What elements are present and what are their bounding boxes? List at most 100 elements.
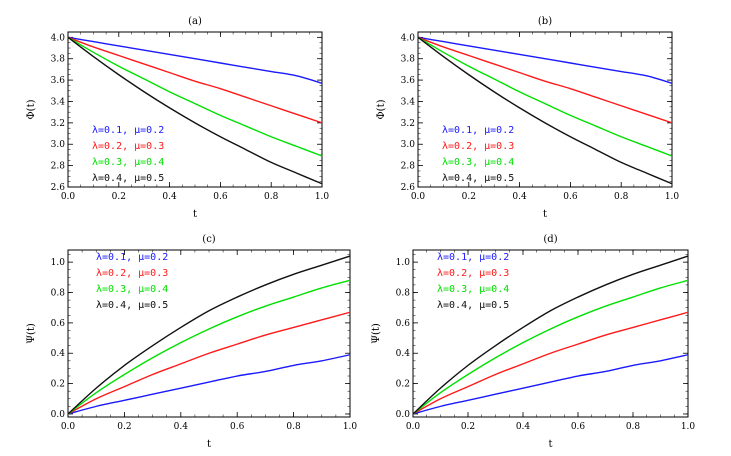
y-tick-label: 3.2: [401, 119, 415, 129]
y-tick-label: 2.8: [401, 162, 416, 172]
series-line-blue: [67, 354, 351, 415]
y-tick-label: 0.0: [396, 410, 411, 420]
panel-c: (c) 0.0 0.2 0.4 0.6 0.8 1.0 0.0 0.2 0.4 0.6 0.8 1.0 t…: [26, 234, 357, 450]
legend-entry-blue: λ=0.1, μ=0.2: [437, 252, 509, 263]
series-line-green: [67, 279, 351, 415]
y-tick-label: 3.2: [51, 119, 65, 129]
panel-d: (d) 0.0 0.2 0.4 0.6 0.8 1.0 0.0 0.2 0.4 0.6 0.8 1.0 t…: [371, 234, 695, 450]
x-tick-label: 0.4: [174, 422, 189, 432]
y-tick-label: 0.6: [396, 319, 411, 329]
y-tick-label: 3.0: [401, 140, 416, 150]
x-tick-label: 0.6: [563, 192, 578, 202]
series-line-red: [67, 311, 351, 415]
y-tick-label: 0.2: [51, 380, 65, 390]
x-tick-label: 1.0: [343, 422, 358, 432]
y-tick-label: 0.2: [396, 380, 410, 390]
y-tick-label: 0.8: [51, 289, 66, 299]
panel-a: (a) 0.0 0.2 0.4 0.6 0.8 1.0 2.6 2.8 3.0 3.2 3.4 3.6 3…: [26, 16, 329, 220]
legend-entry-green: λ=0.3, μ=0.4: [92, 157, 164, 168]
x-axis-label: t: [193, 209, 197, 220]
legend-entry-black: λ=0.4, μ=0.5: [442, 173, 514, 184]
y-tick-label: 1.0: [396, 258, 411, 268]
y-axis-label: Ψ(t): [26, 323, 37, 344]
x-tick-label: 0.2: [462, 192, 476, 202]
legend-entry-red: λ=0.2, μ=0.3: [442, 141, 514, 152]
y-tick-label: 2.8: [51, 162, 66, 172]
x-tick-label: 0.6: [571, 422, 586, 432]
legend-entry-black: λ=0.4, μ=0.5: [96, 300, 168, 311]
legend-entry-black: λ=0.4, μ=0.5: [92, 173, 164, 184]
x-tick-label: 0.4: [516, 422, 531, 432]
x-tick-label: 0.8: [626, 422, 641, 432]
panel-title: (a): [188, 16, 202, 27]
y-tick-label: 0.4: [396, 349, 411, 359]
series-line-green: [417, 36, 673, 157]
series-line-black: [417, 36, 673, 185]
x-axis-label: t: [543, 209, 547, 220]
x-tick-label: 1.0: [681, 422, 696, 432]
series-line-red: [412, 311, 689, 415]
y-tick-label: 3.8: [51, 55, 66, 65]
y-tick-label: 2.6: [401, 183, 416, 193]
panel-title: (c): [202, 234, 216, 245]
x-tick-label: 0.0: [61, 192, 76, 202]
x-tick-label: 0.6: [230, 422, 245, 432]
legend-entry-red: λ=0.2, μ=0.3: [96, 268, 168, 279]
series-line-black: [67, 255, 351, 415]
series-line-blue: [67, 36, 323, 84]
x-tick-label: 0.8: [286, 422, 301, 432]
legend-entry-black: λ=0.4, μ=0.5: [437, 300, 509, 311]
legend-entry-red: λ=0.2, μ=0.3: [92, 141, 164, 152]
y-tick-label: 4.0: [51, 33, 66, 43]
y-tick-label: 3.8: [401, 55, 416, 65]
y-tick-label: 3.0: [51, 140, 66, 150]
x-tick-label: 0.8: [264, 192, 279, 202]
x-tick-label: 0.2: [112, 192, 126, 202]
y-tick-label: 4.0: [401, 33, 416, 43]
panel-b: (b) 0.0 0.2 0.4 0.6 0.8 1.0 2.6 2.8 3.0 3.2 3.4 3.6 3…: [376, 16, 679, 220]
y-tick-label: 3.6: [401, 76, 416, 86]
y-tick-label: 0.6: [51, 319, 66, 329]
legend-entry-red: λ=0.2, μ=0.3: [437, 268, 509, 279]
y-tick-label: 1.0: [51, 258, 66, 268]
x-tick-label: 0.4: [162, 192, 177, 202]
x-axis-label: t: [548, 439, 552, 450]
y-axis-label: Φ(t): [376, 99, 387, 119]
legend-entry-blue: λ=0.1, μ=0.2: [92, 125, 164, 136]
x-tick-label: 1.0: [315, 192, 330, 202]
legend-entry-green: λ=0.3, μ=0.4: [442, 157, 514, 168]
series-line-black: [67, 36, 323, 185]
series-line-red: [417, 36, 673, 124]
y-tick-label: 3.6: [51, 76, 66, 86]
y-tick-label: 0.0: [51, 410, 66, 420]
x-tick-label: 0.0: [406, 422, 421, 432]
series-line-black: [412, 255, 689, 415]
legend-entry-green: λ=0.3, μ=0.4: [437, 284, 509, 295]
series-line-green: [412, 279, 689, 415]
x-tick-label: 0.4: [512, 192, 527, 202]
y-tick-label: 2.6: [51, 183, 66, 193]
legend-entry-blue: λ=0.1, μ=0.2: [96, 252, 168, 263]
x-tick-label: 0.8: [614, 192, 629, 202]
series-line-green: [67, 36, 323, 157]
x-tick-label: 0.2: [117, 422, 131, 432]
panel-title: (b): [538, 16, 552, 27]
x-tick-label: 0.0: [61, 422, 76, 432]
y-axis-label: Φ(t): [26, 99, 37, 119]
legend-entry-blue: λ=0.1, μ=0.2: [442, 125, 514, 136]
series-line-blue: [417, 36, 673, 84]
y-tick-label: 0.4: [51, 349, 66, 359]
x-tick-label: 0.0: [411, 192, 426, 202]
y-tick-label: 0.8: [396, 289, 411, 299]
x-tick-label: 1.0: [665, 192, 680, 202]
x-axis-label: t: [207, 439, 211, 450]
panel-title: (d): [543, 234, 557, 245]
y-axis-label: Ψ(t): [371, 323, 382, 344]
series-line-red: [67, 36, 323, 124]
legend-entry-green: λ=0.3, μ=0.4: [96, 284, 168, 295]
series-line-blue: [412, 354, 689, 415]
y-tick-label: 3.4: [401, 97, 416, 107]
x-tick-label: 0.2: [461, 422, 475, 432]
y-tick-label: 3.4: [51, 97, 66, 107]
